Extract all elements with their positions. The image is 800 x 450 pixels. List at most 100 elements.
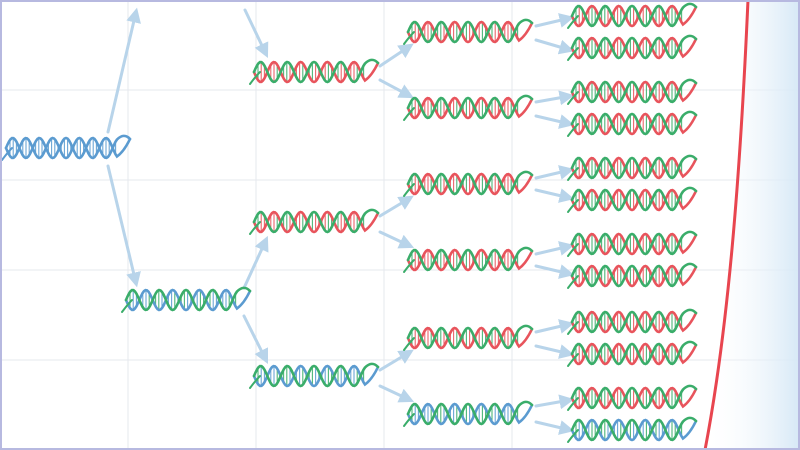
dna-strand-back [406, 172, 534, 196]
dna-strand-back [406, 248, 534, 272]
dna-strand-tail [249, 71, 261, 85]
arrow-icon [242, 314, 269, 365]
dna-strand-tail [567, 275, 579, 289]
dna-helix-icon [403, 246, 534, 273]
dna-strand-front [406, 246, 534, 272]
dna-helix-icon [567, 340, 698, 367]
dna-helix-icon [567, 308, 698, 335]
dna-strand-front [570, 78, 698, 104]
dna-strand-front [570, 230, 698, 256]
dna-strand-front [124, 286, 252, 312]
dna-strand-tail [567, 167, 579, 181]
dna-helix-icon [567, 2, 698, 29]
dna-strand-tail [567, 429, 579, 443]
dna-strand-tail [403, 31, 415, 45]
arrow-icon [534, 188, 575, 203]
arrow-icon [534, 90, 575, 106]
dna-strand-front [252, 58, 380, 84]
dna-helix-icon [567, 186, 698, 213]
dna-strand-front [570, 110, 698, 136]
growth-curve [703, 0, 800, 450]
helix-layer [1, 2, 698, 443]
dna-strand-back [252, 60, 380, 84]
dna-strand-tail [403, 183, 415, 197]
dna-helix-icon [1, 134, 132, 161]
arrow-icon [106, 164, 141, 288]
dna-strand-front [570, 416, 698, 442]
dna-strand-tail [249, 221, 261, 235]
arrow-icon [534, 13, 575, 28]
dna-helix-icon [567, 416, 698, 443]
arrow-icon [534, 264, 575, 279]
dna-strand-back [570, 4, 698, 28]
dna-strand-front [4, 134, 132, 160]
dna-strand-tail [403, 413, 415, 427]
arrow-icon [378, 43, 414, 68]
dna-strand-tail [1, 147, 13, 161]
dna-strand-tail [403, 107, 415, 121]
dna-strand-back [570, 342, 698, 366]
arrow-icon [243, 8, 269, 59]
dna-strand-tail [403, 337, 415, 351]
dna-strand-back [124, 288, 252, 312]
dna-strand-back [406, 20, 534, 44]
dna-helix-icon [249, 58, 380, 85]
dna-strand-back [570, 264, 698, 288]
dna-strand-tail [567, 91, 579, 105]
dna-helix-icon [249, 362, 380, 389]
dna-strand-tail [249, 375, 261, 389]
arrow-icon [534, 420, 575, 435]
arrow-icon [378, 195, 414, 218]
dna-strand-front [570, 262, 698, 288]
arrow-icon [534, 241, 575, 256]
dna-strand-front [570, 340, 698, 366]
dna-strand-tail [567, 243, 579, 257]
dna-strand-back [406, 96, 534, 120]
dna-helix-icon [121, 286, 252, 313]
dna-strand-tail [567, 199, 579, 213]
dna-helix-icon [567, 262, 698, 289]
arrow-icon [378, 230, 415, 249]
dna-strand-back [252, 364, 380, 388]
dna-helix-icon [403, 94, 534, 121]
dna-strand-tail [567, 47, 579, 61]
arrow-icon [534, 38, 575, 55]
arrow-icon [378, 78, 414, 99]
dna-helix-icon [403, 324, 534, 351]
replication-arrows [106, 7, 575, 435]
dna-helix-icon [567, 230, 698, 257]
dna-strand-back [570, 112, 698, 136]
dna-strand-tail [567, 397, 579, 411]
dna-strand-back [4, 136, 132, 160]
dna-strand-front [570, 2, 698, 28]
dna-strand-back [570, 188, 698, 212]
dna-strand-back [406, 402, 534, 426]
arrow-icon [534, 344, 575, 359]
dna-strand-front [406, 324, 534, 350]
dna-strand-front [406, 400, 534, 426]
dna-helix-icon [567, 78, 698, 105]
dna-strand-front [570, 34, 698, 60]
dna-strand-front [570, 384, 698, 410]
dna-strand-tail [567, 321, 579, 335]
dna-strand-back [570, 36, 698, 60]
dna-strand-back [252, 210, 380, 234]
dna-strand-back [570, 310, 698, 334]
arrow-icon [242, 235, 269, 290]
arrow-icon [534, 394, 575, 410]
dna-helix-icon [403, 170, 534, 197]
growth-curve-area [705, 0, 800, 450]
dna-strand-tail [121, 299, 133, 313]
dna-strand-front [570, 154, 698, 180]
dna-helix-icon [403, 18, 534, 45]
dna-strand-front [406, 94, 534, 120]
arrow-icon [378, 349, 414, 372]
dna-strand-back [406, 326, 534, 350]
dna-strand-tail [567, 353, 579, 367]
dna-strand-back [570, 232, 698, 256]
arrow-icon [534, 165, 575, 180]
dna-helix-icon [567, 384, 698, 411]
arrow-icon [378, 384, 415, 403]
